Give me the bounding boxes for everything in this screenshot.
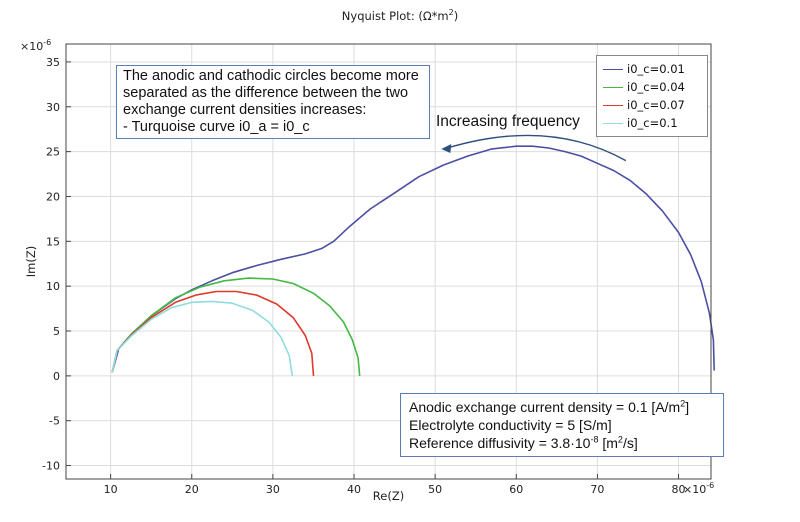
y-tick-label: 20 (46, 190, 60, 203)
legend-label: i0_c=0.1 (627, 116, 678, 130)
x-axis-label: Re(Z) (373, 489, 404, 503)
frequency-arrow-line (447, 134, 627, 162)
ticks (66, 61, 680, 479)
y-tick-label: 15 (46, 235, 60, 248)
series-line (111, 290, 315, 376)
x-tick-label: 80 (672, 483, 686, 496)
y-tick-label: 30 (46, 101, 60, 114)
y-tick-label: 25 (46, 146, 60, 159)
chart-title-unit: (Ω*m2) (418, 8, 459, 23)
y-tick-label: -10 (42, 460, 60, 473)
legend-item: i0_c=0.07 (603, 98, 685, 112)
y-tick-label: 0 (53, 370, 60, 383)
separation-note: The anodic and cathodic circles become m… (116, 65, 430, 139)
x-tick-label: 40 (347, 483, 361, 496)
separation-note-line: exchange current densities increases: (123, 102, 367, 118)
series-line (111, 300, 294, 377)
legend-swatch (603, 68, 623, 70)
frequency-arrow-head (441, 144, 452, 154)
legend-item: i0_c=0.01 (603, 62, 685, 76)
x-tick-label: 60 (509, 483, 523, 496)
separation-note-line: The anodic and cathodic circles become m… (123, 68, 419, 84)
legend-swatch (603, 104, 623, 106)
legend-swatch (603, 122, 623, 124)
x-tick-label: 50 (428, 483, 442, 496)
x-tick-label: 70 (590, 483, 604, 496)
x-tick-label: 10 (104, 483, 118, 496)
frequency-arrow (441, 134, 627, 162)
series-line (111, 145, 715, 373)
chart-title: Nyquist Plot: (Ω*m2) (0, 8, 800, 23)
separation-note-line: - Turquoise curve i0_a = i0_c (123, 119, 310, 135)
y-tick-label: 10 (46, 280, 60, 293)
legend-swatch (603, 86, 623, 88)
separation-note-line: separated as the difference between the … (123, 85, 409, 101)
legend-label: i0_c=0.01 (627, 62, 685, 76)
parameters-note-line: Reference diffusivity = 3.8·10-8 [m2/s] (409, 434, 638, 451)
x-axis-multiplier: ×10-6 (683, 481, 714, 496)
y-tick-label: -5 (49, 415, 60, 428)
series-line (111, 277, 361, 376)
parameters-note-line: Electrolyte conductivity = 5 [S/m] (409, 417, 612, 433)
legend-label: i0_c=0.07 (627, 98, 685, 112)
plot-frame (65, 43, 712, 480)
y-axis-multiplier: ×10-6 (20, 38, 51, 53)
legend-item: i0_c=0.1 (603, 116, 678, 130)
parameters-note-line: Anodic exchange current density = 0.1 [A… (409, 398, 690, 415)
curves (111, 145, 715, 377)
y-tick-label: 5 (53, 325, 60, 338)
chart-title-text: Nyquist Plot: (341, 8, 415, 23)
y-tick-label: 35 (46, 56, 60, 69)
increasing-frequency-label: Increasing frequency (436, 113, 580, 130)
legend-label: i0_c=0.04 (627, 80, 685, 94)
tick-labels: 10 20 30 40 50 60 70 80 -10 -5 0 5 10 15 20 25 30 35 (42, 56, 686, 496)
x-tick-label: 30 (266, 483, 280, 496)
x-tick-label: 20 (185, 483, 199, 496)
y-axis-label: Im(Z) (24, 246, 38, 277)
legend: i0_c=0.01 i0_c=0.04 i0_c=0.07 i0_c=0.1 (596, 55, 708, 137)
legend-item: i0_c=0.04 (603, 80, 685, 94)
parameters-note: Anodic exchange current density = 0.1 [A… (400, 393, 724, 457)
